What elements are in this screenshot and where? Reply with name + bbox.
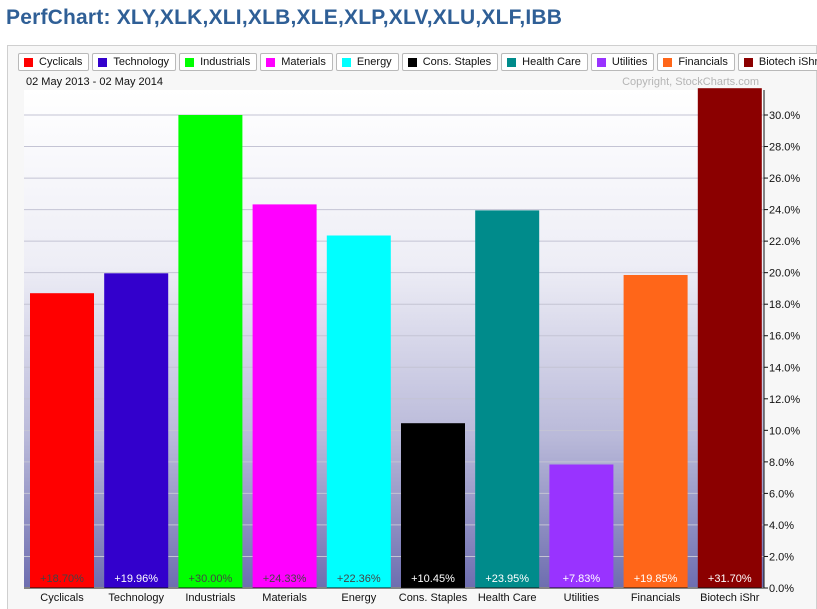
page-title: PerfChart: XLY,XLK,XLI,XLB,XLE,XLP,XLV,X… <box>6 6 563 29</box>
legend-swatch <box>98 57 108 67</box>
y-tick-label: 16.0% <box>769 331 800 343</box>
legend-swatch <box>507 57 517 67</box>
legend-label: Energy <box>356 56 392 68</box>
bar-utilities <box>549 464 614 588</box>
y-tick-label: 10.0% <box>769 425 800 437</box>
legend-item-cons-staples[interactable]: Cons. Staples <box>401 53 499 71</box>
bar-materials <box>252 204 317 588</box>
x-category-label: Financials <box>631 592 681 604</box>
bar-value-label: +19.96% <box>114 573 158 585</box>
legend-item-health-care[interactable]: Health Care <box>501 53 588 71</box>
x-category-label: Health Care <box>478 592 537 604</box>
bar-value-label: +10.45% <box>411 573 455 585</box>
legend-swatch <box>24 57 33 67</box>
bar-technology <box>104 273 169 588</box>
legend-label: Biotech iShr <box>758 56 817 68</box>
legend-label: Health Care <box>522 56 581 68</box>
bar-value-label: +31.70% <box>708 573 752 585</box>
legend-item-financials[interactable]: Financials <box>657 53 735 71</box>
legend-item-industrials[interactable]: Industrials <box>179 53 258 71</box>
y-tick-label: 4.0% <box>769 520 794 532</box>
legend-label: Technology <box>113 56 170 68</box>
y-axis-ticks: 0.0% 2.0% 4.0% 6.0% 8.0% 10.0% 12.0% 14.0% 16.0%… <box>764 110 800 595</box>
y-tick-label: 0.0% <box>769 583 794 595</box>
legend-label: Cyclicals <box>39 56 83 68</box>
x-category-label: Utilities <box>564 592 600 604</box>
x-category-label: Biotech iShr <box>700 592 760 604</box>
y-tick-label: 14.0% <box>769 362 800 374</box>
bar-biotech-ishr <box>697 88 762 588</box>
legend-swatch <box>663 57 673 67</box>
y-tick-label: 28.0% <box>769 142 800 154</box>
y-tick-label: 6.0% <box>769 488 794 500</box>
legend-swatch <box>743 57 753 67</box>
legend-swatch <box>596 57 606 67</box>
bar-value-label: +22.36% <box>337 573 381 585</box>
y-tick-label: 30.0% <box>769 110 800 122</box>
bar-value-label: +7.83% <box>563 573 601 585</box>
x-category-label: Cyclicals <box>40 592 84 604</box>
legend-swatch <box>407 57 417 67</box>
legend-label: Industrials <box>200 56 251 68</box>
legend-item-technology[interactable]: Technology <box>92 53 177 71</box>
chart-legend: Cyclicals Technology Industrials Materials E… <box>18 53 817 73</box>
legend-label: Utilities <box>611 56 648 68</box>
legend-swatch <box>341 57 351 67</box>
copyright-notice: Copyright, StockCharts.com <box>622 76 759 88</box>
bar-energy <box>326 235 391 588</box>
x-category-label: Energy <box>341 592 376 604</box>
y-tick-label: 24.0% <box>769 205 800 217</box>
y-tick-label: 22.0% <box>769 236 800 248</box>
x-category-label: Industrials <box>185 592 236 604</box>
bar-cyclicals <box>30 293 94 588</box>
x-axis-labels: Cyclicals Technology Industrials Materials E… <box>40 592 759 604</box>
bar-health-care <box>475 210 540 588</box>
bar-value-label: +24.33% <box>263 573 307 585</box>
legend-item-utilities[interactable]: Utilities <box>590 53 655 71</box>
legend-item-cyclicals[interactable]: Cyclicals <box>18 53 90 71</box>
x-category-label: Technology <box>108 592 164 604</box>
bars: +18.70% +19.96% +30.00% +24.33% +22.36% +10.4… <box>30 88 762 588</box>
date-range: 02 May 2013 - 02 May 2014 <box>26 76 163 88</box>
x-category-label: Cons. Staples <box>399 592 468 604</box>
legend-label: Cons. Staples <box>422 56 492 68</box>
y-tick-label: 8.0% <box>769 457 794 469</box>
y-tick-label: 2.0% <box>769 551 794 563</box>
y-tick-label: 20.0% <box>769 268 800 280</box>
legend-item-biotech-ishr[interactable]: Biotech iShr <box>737 53 817 71</box>
bar-value-label: +23.95% <box>485 573 529 585</box>
bar-value-label: +18.70% <box>40 573 84 585</box>
legend-swatch <box>266 57 276 67</box>
bar-value-label: +19.85% <box>634 573 678 585</box>
legend-label: Materials <box>281 56 326 68</box>
legend-label: Financials <box>678 56 728 68</box>
legend-swatch <box>185 57 195 67</box>
y-tick-label: 26.0% <box>769 173 800 185</box>
y-tick-label: 12.0% <box>769 394 800 406</box>
bar-industrials <box>178 115 243 588</box>
bar-financials <box>623 275 688 588</box>
legend-item-materials[interactable]: Materials <box>260 53 333 71</box>
bar-value-label: +30.00% <box>189 573 233 585</box>
y-tick-label: 18.0% <box>769 299 800 311</box>
legend-item-energy[interactable]: Energy <box>335 53 399 71</box>
bar-cons-staples <box>401 423 465 588</box>
x-category-label: Materials <box>262 592 307 604</box>
